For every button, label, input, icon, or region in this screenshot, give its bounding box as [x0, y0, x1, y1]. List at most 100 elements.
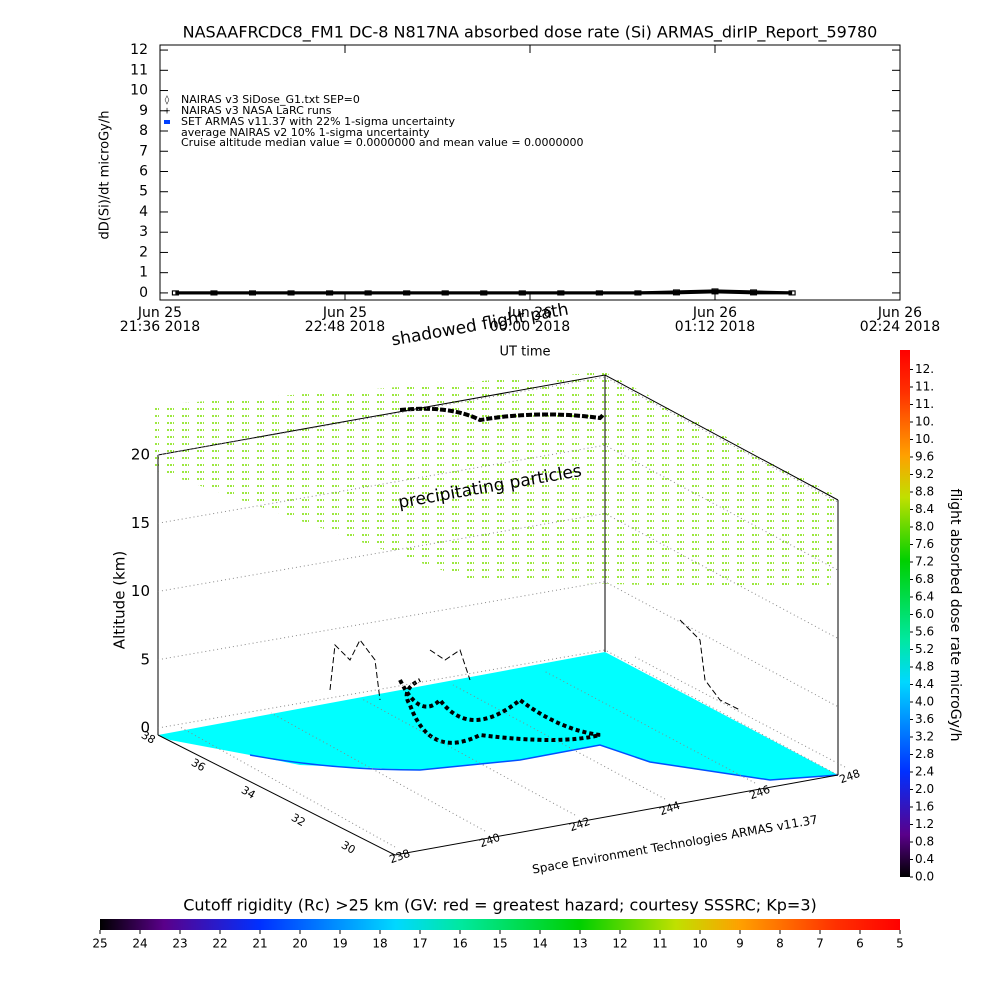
- colorbar-tick-label: 25: [92, 937, 107, 951]
- colorbar-tick-label: 1.6: [915, 800, 934, 814]
- colorbar-tick-label: 0.8: [915, 835, 934, 849]
- colorbar-tick-label: 5.6: [915, 625, 934, 639]
- y-tick-label: 11: [130, 62, 148, 78]
- colorbar-tick-label: 2.8: [915, 747, 934, 761]
- colorbar-tick-label: 9.6: [915, 450, 934, 464]
- y-tick-label: 3: [139, 224, 148, 240]
- y-tick-label: 9: [139, 103, 148, 119]
- colorbar-tick-label: 23: [172, 937, 187, 951]
- colorbar-tick-label: 0.4: [915, 852, 934, 866]
- colorbar-tick-label: 4.4: [915, 677, 934, 691]
- colorbar-tick-label: 12: [612, 937, 627, 951]
- colorbar-tick-label: 2.0: [915, 782, 934, 796]
- colorbar-tick-label: 5.2: [915, 642, 934, 656]
- y-tick-label: 8: [139, 123, 148, 139]
- colorbar-tick-label: 8: [776, 937, 784, 951]
- legend-entry: average NAIRAS v2 10% 1-sigma uncertaint…: [181, 126, 430, 139]
- colorbar-tick-label: 7.6: [915, 537, 934, 551]
- colorbar-tick-label: 6.0: [915, 607, 934, 621]
- colorbar-tick-label: 9.2: [915, 467, 934, 481]
- colorbar-label: Cutoff rigidity (Rc) >25 km (GV: red = g…: [183, 896, 817, 915]
- z-tick-label: 20: [131, 446, 150, 464]
- colorbar-tick-label: 0.0: [915, 870, 934, 884]
- scene-3d: Altitude (km) shadowed flight path preci…: [111, 300, 839, 877]
- x-tick-label: 238: [388, 847, 412, 866]
- y-tick-label: 5: [139, 184, 148, 200]
- y-tick-label: 6: [139, 163, 148, 179]
- x-tick-label: Jun 26 01:12 2018: [674, 305, 756, 335]
- colorbar-tick-label: 4.0: [915, 695, 934, 709]
- colorbar-tick-label: 7: [816, 937, 824, 951]
- z-tick-label: 0: [140, 719, 150, 737]
- y-tick-label: 30: [339, 838, 358, 856]
- box-edge: [157, 734, 839, 856]
- x-tick-label: 242: [568, 815, 592, 834]
- colorbar-tick-label: 6.4: [915, 590, 934, 604]
- colorbar-bottom: [100, 919, 900, 930]
- x-tick-label: Jun 25 22:48 2018: [304, 305, 386, 335]
- colorbar-tick-label: 21: [252, 937, 267, 951]
- x-tick-label: Jun 26 00:00 2018: [489, 305, 571, 335]
- colorbar-tick-label: 9: [736, 937, 744, 951]
- colorbar-tick-label: 10.: [915, 415, 934, 429]
- coastline: [249, 744, 839, 781]
- y-tick-label: 38: [139, 728, 158, 746]
- x-tick-label: 248: [838, 767, 862, 786]
- note: Cruise altitude median value = 0.0000000…: [181, 136, 584, 149]
- particle-field: [155, 372, 835, 590]
- colorbar-tick-label: 6.8: [915, 572, 934, 586]
- legend-symbol: +: [163, 107, 171, 117]
- colorbar-tick-label: 8.8: [915, 485, 934, 499]
- y-tick-label: 12: [130, 42, 148, 58]
- colorbar-tick-label: 12.: [915, 362, 934, 376]
- y-tick-label: 2: [139, 244, 148, 260]
- shadow-track: [399, 406, 606, 423]
- y-tick-label: 0: [139, 285, 148, 301]
- altitude-profile: [329, 639, 471, 701]
- grid-line: [270, 712, 486, 832]
- z-tick-label: 5: [140, 650, 150, 668]
- altitude-profile: [679, 619, 741, 711]
- x-tick-label: 246: [748, 783, 772, 802]
- colorbar-tick-label: 19: [332, 937, 347, 951]
- y-tick-label: 4: [139, 204, 148, 220]
- colorbar-tick-label: 10.: [915, 432, 934, 446]
- series-line: [175, 290, 793, 295]
- legend-entry: NAIRAS v3 SiDose_G1.txt SEP=0: [181, 93, 360, 106]
- y-tick-label: 36: [189, 756, 208, 774]
- x-tick-label: 240: [478, 831, 502, 850]
- colorbar-tick-label: 1.2: [915, 817, 934, 831]
- grid-line: [361, 698, 576, 816]
- colorbar-tick-label: 5: [896, 937, 904, 951]
- y-tick-label: 10: [130, 83, 148, 99]
- y-axis-label: dD(Si)/dt microGy/h: [98, 111, 113, 240]
- x-axis-label: UT time: [500, 345, 551, 360]
- chart-title: NASAAFRCDC8_FM1 DC-8 N817NA absorbed dos…: [183, 23, 878, 43]
- colorbar-tick-label: 14: [532, 937, 547, 951]
- x-tick-label: Jun 25 21:36 2018: [119, 305, 201, 335]
- plot-frame: [159, 44, 901, 301]
- z-tick-label: 10: [131, 582, 150, 600]
- legend-symbol: [164, 120, 170, 124]
- y-tick-label: 7: [139, 143, 148, 159]
- grid-line: [452, 684, 666, 800]
- colorbar-tick-label: 24: [132, 937, 147, 951]
- colorbar-tick-label: 8.4: [915, 502, 934, 516]
- colorbar-right: [900, 350, 910, 877]
- colorbar-tick-label: 11: [652, 937, 667, 951]
- z-tick-label: 15: [131, 514, 150, 532]
- legend-entry: NAIRAS v3 NASA LaRC runs: [181, 104, 332, 117]
- colorbar-tick-label: 4.8: [915, 660, 934, 674]
- colorbar-tick-label: 2.4: [915, 765, 934, 779]
- colorbar-tick-label: 20: [292, 937, 307, 951]
- colorbar-tick-label: 6: [856, 937, 864, 951]
- y-tick-label: 32: [289, 811, 308, 829]
- flight-track: [398, 678, 601, 745]
- colorbar-tick-label: 10: [692, 937, 707, 951]
- colorbar-label: flight absorbed dose rate microGy/h: [947, 489, 963, 742]
- colorbar-tick-label: 3.2: [915, 730, 934, 744]
- colorbar-tick-label: 18: [372, 937, 387, 951]
- colorbar-tick-label: 3.6: [915, 712, 934, 726]
